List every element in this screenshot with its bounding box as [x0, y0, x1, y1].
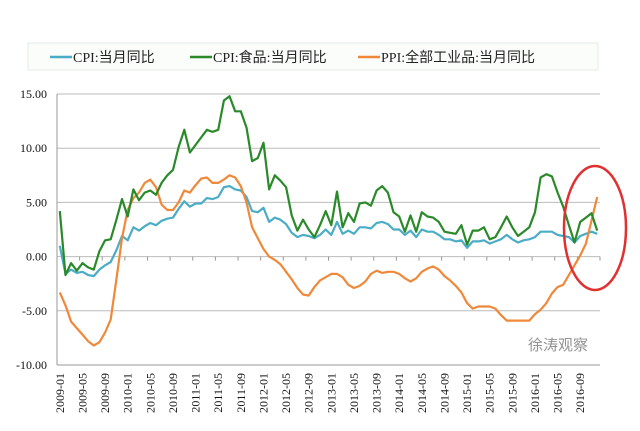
- x-tick-label: 2012-05: [279, 373, 293, 413]
- x-tick-label: 2014-01: [392, 373, 406, 413]
- y-tick-label: -10.00: [16, 358, 47, 372]
- y-tick-label: 10.00: [20, 141, 47, 155]
- y-tick-label: 0.00: [26, 250, 47, 264]
- legend-label: PPI:全部工业品:当月同比: [381, 49, 535, 66]
- x-tick-label: 2016-01: [528, 373, 542, 413]
- x-tick-label: 2015-09: [505, 373, 519, 413]
- legend-box: [27, 42, 599, 71]
- legend-label: CPI:当月同比: [73, 50, 155, 66]
- x-tick-label: 2011-01: [189, 373, 203, 413]
- x-tick-label: 2011-09: [234, 373, 248, 413]
- series-line-1: [58, 95, 599, 277]
- x-tick-label: 2016-05: [551, 373, 565, 413]
- legend: CPI:当月同比 CPI:食品:当月同比 PPI:全部工业品:当月同比: [50, 49, 535, 66]
- x-tick-label: 2015-05: [483, 373, 497, 413]
- x-tick-label: 2014-09: [437, 373, 451, 413]
- series-lines: [58, 95, 599, 347]
- x-tick-label: 2013-05: [347, 373, 361, 413]
- watermark-text: 徐涛观察: [528, 336, 589, 354]
- y-tick-label: 15.00: [20, 87, 47, 101]
- x-tick-label: 2009-09: [98, 373, 112, 413]
- x-tick-label: 2010-09: [166, 373, 180, 413]
- series-line-0: [58, 185, 598, 278]
- x-axis: 2009-01 2009-05 2009-09 2010-01 2010-05 2010-…: [53, 373, 587, 413]
- x-tick-label: 2013-01: [324, 373, 338, 413]
- series-line-2: [58, 174, 599, 347]
- x-tick-label: 2012-09: [302, 373, 316, 413]
- y-tick-label: 5.00: [26, 195, 47, 209]
- grid: [56, 93, 601, 366]
- highlight-ellipse: [562, 164, 628, 292]
- x-tick-label: 2012-01: [256, 373, 270, 413]
- x-tick-label: 2011-05: [211, 373, 225, 413]
- x-tick-label: 2015-01: [460, 373, 474, 413]
- x-tick-label: 2016-09: [573, 373, 587, 413]
- x-tick-label: 2009-05: [75, 373, 89, 413]
- y-tick-label: -5.00: [22, 304, 47, 318]
- annotation: [562, 164, 628, 292]
- x-tick-label: 2013-09: [370, 373, 384, 413]
- x-tick-label: 2014-05: [415, 373, 429, 413]
- y-axis: 15.00 10.00 5.00 0.00 -5.00 -10.00: [16, 87, 47, 372]
- x-tick-label: 2010-05: [143, 373, 157, 413]
- legend-label: CPI:食品:当月同比: [213, 49, 327, 66]
- x-tick-label: 2010-01: [121, 373, 135, 413]
- x-tick-label: 2009-01: [53, 373, 67, 413]
- watermark-logo: 徐涛观察: [528, 334, 588, 355]
